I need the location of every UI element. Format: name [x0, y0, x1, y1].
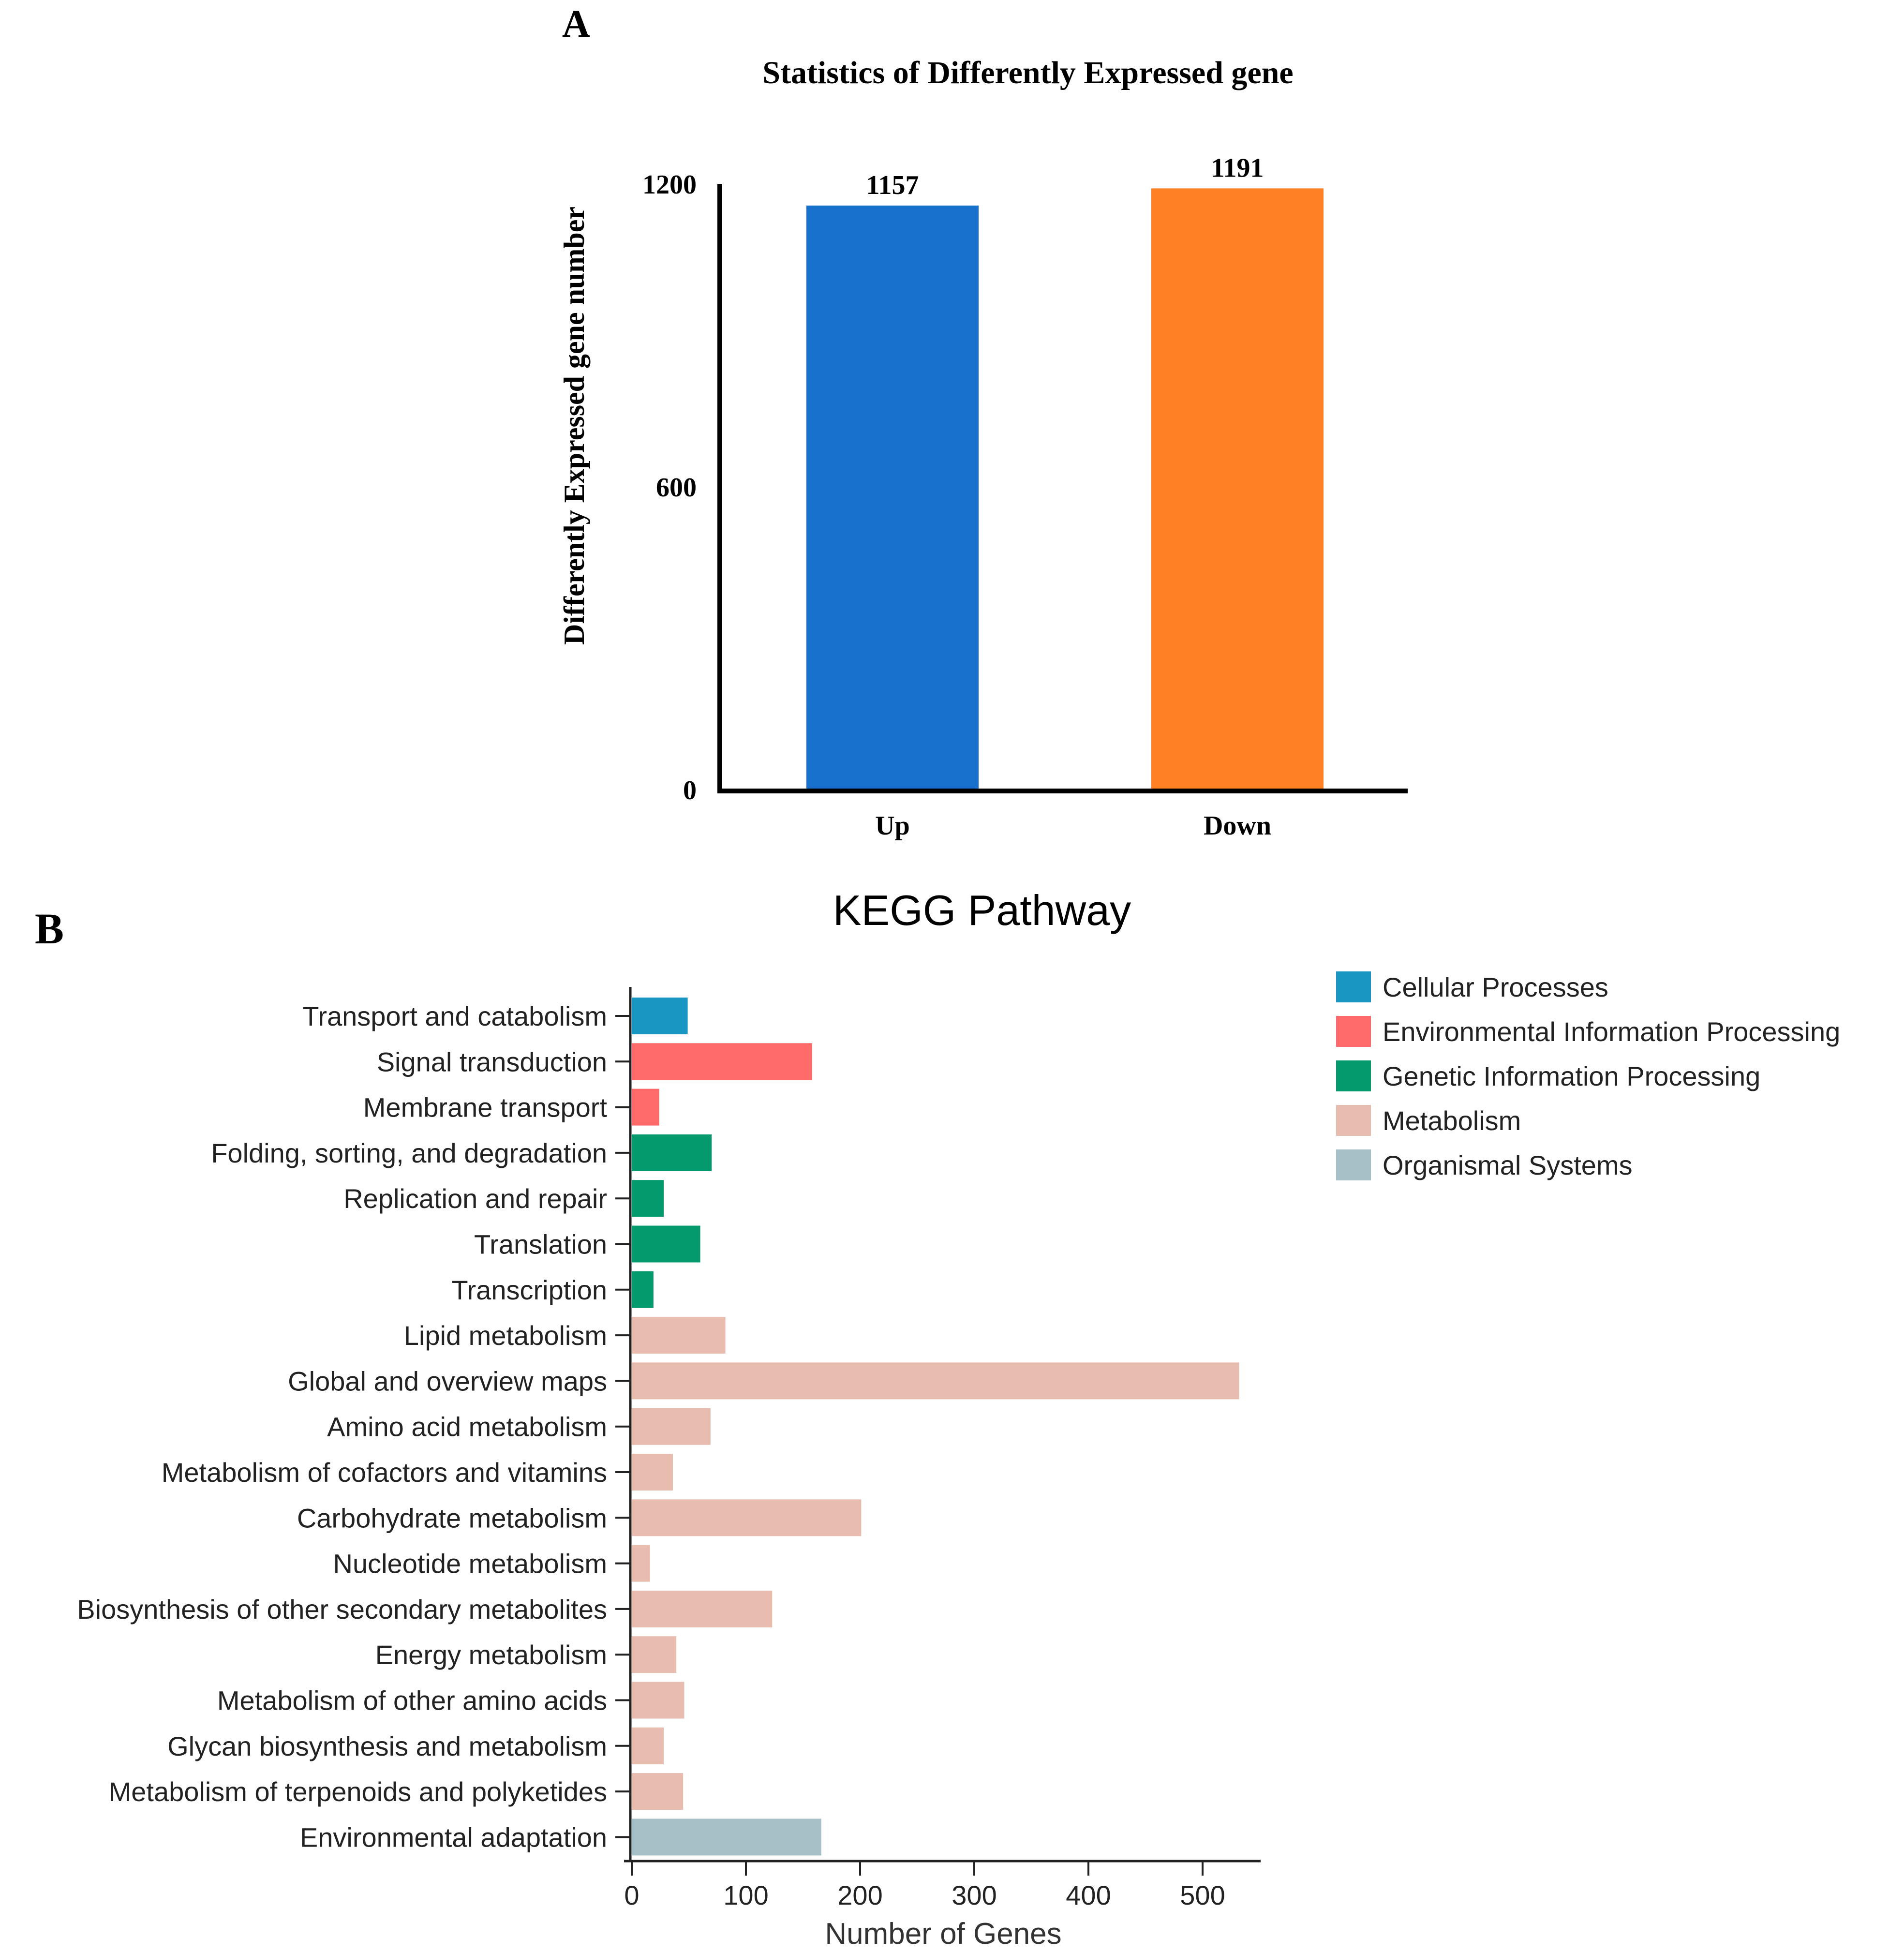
category-label: Signal transduction	[377, 1046, 607, 1077]
x-tick-label: 0	[624, 1880, 639, 1910]
category-label: Amino acid metabolism	[327, 1412, 607, 1442]
bar-up	[806, 205, 979, 790]
bar	[632, 1180, 664, 1217]
x-tick-label: 100	[723, 1880, 768, 1910]
bar	[632, 1454, 673, 1491]
x-tick-label: Down	[1204, 811, 1271, 841]
category-label: Membrane transport	[363, 1092, 608, 1123]
bar	[632, 1362, 1239, 1400]
chart-b-title: KEGG Pathway	[833, 886, 1131, 934]
chart-a-y-ticks: 0 600 1200	[642, 170, 697, 805]
legend-label: Organismal Systems	[1383, 1150, 1633, 1180]
chart-b-legend: Cellular Processes Environmental Informat…	[1336, 971, 1840, 1180]
panel-label-b: B	[35, 905, 64, 953]
category-label: Biosynthesis of other secondary metaboli…	[77, 1594, 607, 1625]
category-label: Transport and catabolism	[302, 1001, 607, 1031]
chart-a-title: Statistics of Differently Expressed gene	[762, 55, 1293, 90]
chart-b-bars	[632, 998, 1239, 1856]
legend-label: Environmental Information Processing	[1383, 1016, 1840, 1047]
chart-a-value-labels: 1157 1191	[866, 153, 1264, 200]
chart-a-y-axis-label: Differently Expressed gene number	[558, 207, 590, 645]
legend-swatch	[1336, 971, 1371, 1002]
chart-a-x-ticks: Up Down	[875, 811, 1271, 841]
panel-b: B KEGG Pathway Transport and catabolism S…	[35, 886, 1840, 1951]
x-tick-label: Up	[875, 811, 910, 841]
category-label: Energy metabolism	[375, 1640, 607, 1670]
x-tick-label: 500	[1180, 1880, 1225, 1910]
bar	[632, 1636, 677, 1673]
category-label: Nucleotide metabolism	[333, 1549, 607, 1579]
legend-label: Genetic Information Processing	[1383, 1061, 1760, 1091]
x-tick-label: 300	[952, 1880, 997, 1910]
bar	[632, 998, 688, 1034]
chart-b-x-ticks: 0 100 200 300 400 500	[624, 1861, 1225, 1910]
y-tick-label: 1200	[642, 170, 697, 200]
x-tick-label: 200	[837, 1880, 882, 1910]
chart-a-bars	[806, 188, 1324, 790]
legend-swatch	[1336, 1105, 1371, 1136]
legend-swatch	[1336, 1016, 1371, 1047]
category-label: Carbohydrate metabolism	[297, 1503, 607, 1533]
category-label: Replication and repair	[343, 1183, 607, 1214]
bar	[632, 1727, 664, 1764]
legend-label: Cellular Processes	[1383, 972, 1608, 1002]
bar	[632, 1499, 862, 1536]
chart-b-x-axis-label: Number of Genes	[825, 1917, 1061, 1951]
chart-b-category-labels: Transport and catabolism Signal transduct…	[77, 1001, 630, 1852]
panel-label-a: A	[562, 3, 590, 45]
legend-swatch	[1336, 1149, 1371, 1180]
category-label: Environmental adaptation	[300, 1822, 607, 1852]
bar	[632, 1682, 684, 1719]
bar	[632, 1819, 821, 1856]
category-label: Metabolism of terpenoids and polyketides	[109, 1776, 607, 1807]
category-label: Translation	[474, 1229, 607, 1260]
category-label: Metabolism of cofactors and vitamins	[162, 1457, 607, 1488]
bar	[632, 1590, 773, 1627]
category-label: Transcription	[451, 1275, 607, 1305]
bar	[632, 1134, 712, 1171]
legend-label: Metabolism	[1383, 1105, 1521, 1136]
data-label: 1191	[1211, 153, 1264, 183]
bar	[632, 1545, 650, 1582]
x-tick-label: 400	[1066, 1880, 1111, 1910]
legend-swatch	[1336, 1060, 1371, 1091]
bar	[632, 1088, 659, 1126]
bar	[632, 1408, 711, 1445]
data-label: 1157	[866, 170, 919, 200]
bar-down	[1151, 188, 1324, 790]
bar	[632, 1773, 684, 1810]
y-tick-label: 0	[683, 775, 697, 805]
panel-a: A Statistics of Differently Expressed ge…	[558, 3, 1408, 841]
category-label: Global and overview maps	[288, 1366, 607, 1396]
category-label: Lipid metabolism	[404, 1320, 607, 1351]
bar	[632, 1317, 726, 1354]
bar	[632, 1043, 812, 1080]
category-label: Glycan biosynthesis and metabolism	[167, 1731, 607, 1761]
bar	[632, 1225, 700, 1263]
category-label: Metabolism of other amino acids	[217, 1685, 607, 1716]
y-tick-label: 600	[656, 473, 697, 503]
category-label: Folding, sorting, and degradation	[211, 1138, 607, 1168]
bar	[632, 1271, 654, 1308]
